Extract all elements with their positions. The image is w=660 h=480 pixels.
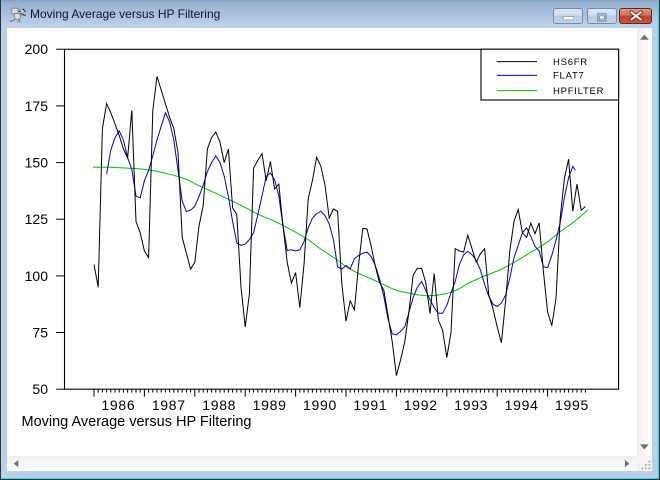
svg-text:1987: 1987	[152, 397, 186, 413]
svg-text:75: 75	[32, 325, 48, 341]
svg-text:175: 175	[25, 98, 49, 114]
svg-text:HS6FR: HS6FR	[553, 57, 588, 68]
svg-text:1993: 1993	[454, 397, 488, 413]
svg-text:150: 150	[25, 155, 49, 171]
svg-text:FLAT7: FLAT7	[553, 71, 585, 82]
svg-text:125: 125	[25, 211, 49, 227]
svg-text:1991: 1991	[353, 397, 387, 413]
svg-text:50: 50	[32, 381, 48, 397]
svg-text:HPFILTER: HPFILTER	[553, 86, 604, 97]
svg-text:1995: 1995	[555, 397, 589, 413]
svg-text:1989: 1989	[253, 397, 287, 413]
svg-text:1986: 1986	[101, 397, 135, 413]
svg-text:1994: 1994	[505, 397, 539, 413]
svg-text:1990: 1990	[303, 397, 337, 413]
svg-text:1988: 1988	[202, 397, 236, 413]
svg-text:1992: 1992	[404, 397, 438, 413]
svg-text:100: 100	[25, 268, 49, 284]
svg-text:200: 200	[25, 41, 49, 57]
